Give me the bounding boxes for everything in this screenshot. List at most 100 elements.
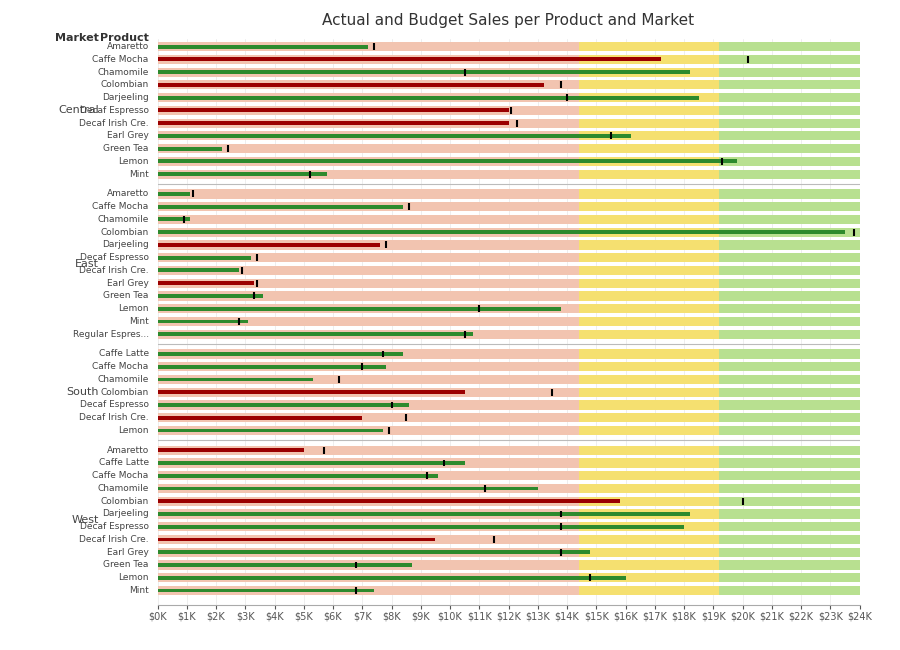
Text: Central: Central — [58, 105, 99, 116]
Bar — [158, 446, 579, 455]
Bar — [579, 253, 719, 262]
Bar — [719, 497, 860, 506]
Bar — [158, 320, 248, 323]
Text: Lemon: Lemon — [118, 573, 148, 582]
Bar — [158, 448, 304, 452]
Text: Market: Market — [55, 33, 99, 43]
Bar — [158, 294, 263, 298]
Bar — [158, 45, 368, 49]
Bar — [158, 279, 579, 288]
Bar — [719, 560, 860, 569]
Bar — [158, 266, 579, 275]
Bar — [719, 317, 860, 326]
Text: Decaf Irish Cre.: Decaf Irish Cre. — [79, 535, 148, 544]
Bar — [158, 134, 632, 138]
Bar — [158, 57, 661, 61]
Text: Green Tea: Green Tea — [104, 144, 148, 153]
Bar — [158, 215, 579, 224]
Bar — [579, 548, 719, 557]
Bar — [158, 390, 464, 394]
Bar — [579, 55, 719, 64]
Text: Decaf Irish Cre.: Decaf Irish Cre. — [79, 266, 148, 275]
Bar — [579, 170, 719, 179]
Bar — [579, 81, 719, 90]
Bar — [158, 202, 579, 211]
Bar — [579, 446, 719, 455]
Bar — [579, 93, 719, 102]
Bar — [719, 458, 860, 467]
Bar — [158, 42, 579, 51]
Bar — [158, 268, 239, 272]
Bar — [579, 387, 719, 396]
Bar — [579, 118, 719, 128]
Bar — [158, 172, 328, 176]
Bar — [158, 548, 579, 557]
Text: Caffe Mocha: Caffe Mocha — [93, 362, 148, 371]
Bar — [158, 109, 508, 112]
Bar — [158, 189, 579, 198]
Bar — [719, 573, 860, 582]
Text: Chamomile: Chamomile — [97, 68, 148, 77]
Bar — [158, 365, 386, 369]
Bar — [719, 304, 860, 313]
Text: Decaf Irish Cre.: Decaf Irish Cre. — [79, 413, 148, 423]
Bar — [158, 93, 579, 102]
Text: Mint: Mint — [129, 170, 148, 179]
Text: Lemon: Lemon — [118, 426, 148, 435]
Bar — [719, 81, 860, 90]
Bar — [158, 230, 845, 234]
Bar — [158, 563, 412, 567]
Bar — [719, 266, 860, 275]
Bar — [719, 240, 860, 250]
Bar — [719, 189, 860, 198]
Text: Decaf Espresso: Decaf Espresso — [80, 522, 148, 531]
Bar — [579, 240, 719, 250]
Text: Product: Product — [100, 33, 148, 43]
Bar — [719, 68, 860, 77]
Bar — [158, 510, 579, 519]
Bar — [579, 349, 719, 359]
Bar — [158, 588, 374, 592]
Bar — [719, 253, 860, 262]
Bar — [579, 484, 719, 493]
Text: Green Tea: Green Tea — [104, 291, 148, 300]
Bar — [719, 118, 860, 128]
Bar — [579, 458, 719, 467]
Text: Colombian: Colombian — [101, 81, 148, 90]
Bar — [158, 387, 579, 396]
Bar — [158, 227, 579, 237]
Bar — [158, 159, 737, 163]
Bar — [158, 304, 579, 313]
Bar — [158, 535, 579, 544]
Text: Regular Espres...: Regular Espres... — [73, 330, 148, 339]
Title: Actual and Budget Sales per Product and Market: Actual and Budget Sales per Product and … — [322, 13, 695, 28]
Bar — [158, 170, 579, 179]
Bar — [158, 576, 626, 580]
Bar — [719, 375, 860, 384]
Bar — [579, 497, 719, 506]
Bar — [158, 551, 590, 554]
Bar — [158, 471, 579, 480]
Bar — [579, 131, 719, 140]
Bar — [158, 240, 579, 250]
Text: East: East — [75, 259, 99, 269]
Bar — [158, 122, 508, 125]
Bar — [579, 279, 719, 288]
Bar — [719, 400, 860, 410]
Bar — [719, 291, 860, 300]
Text: Earl Grey: Earl Grey — [107, 548, 148, 556]
Bar — [158, 522, 579, 531]
Bar — [158, 426, 579, 435]
Bar — [719, 426, 860, 435]
Text: Lemon: Lemon — [118, 157, 148, 166]
Bar — [579, 400, 719, 410]
Bar — [158, 330, 579, 339]
Bar — [158, 307, 562, 311]
Bar — [719, 144, 860, 153]
Bar — [719, 413, 860, 423]
Bar — [158, 106, 579, 115]
Bar — [158, 499, 620, 503]
Bar — [579, 586, 719, 595]
Bar — [158, 255, 251, 259]
Bar — [158, 497, 579, 506]
